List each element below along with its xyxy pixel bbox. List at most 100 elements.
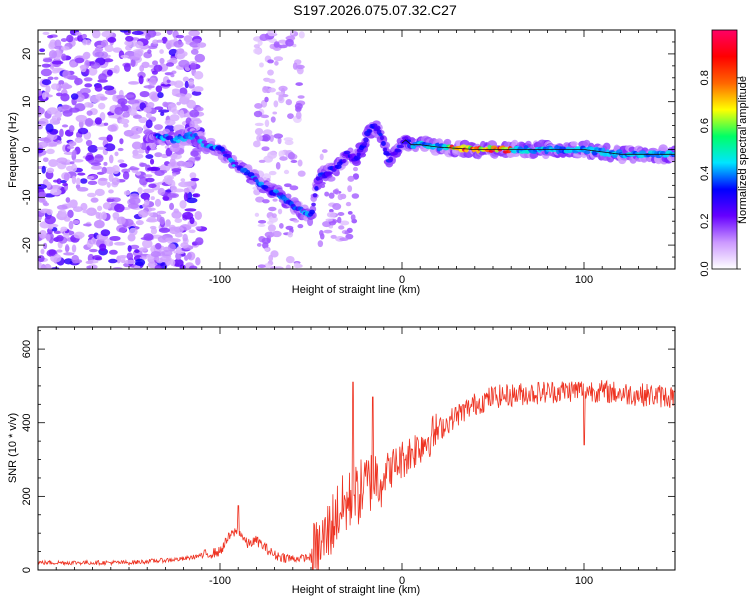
spectrogram-cell — [268, 170, 277, 176]
spectrogram-cell — [125, 35, 134, 42]
colorbar-tick-label: 0.0 — [699, 261, 711, 276]
spectrogram-cell — [272, 230, 282, 238]
spectrogram-cell — [189, 120, 195, 130]
spectrogram-cell — [148, 212, 154, 217]
spectrogram-cell — [186, 251, 196, 261]
spectrogram-cell — [267, 30, 277, 37]
spectrogram-cell — [157, 92, 164, 99]
spectrogram-cell — [104, 44, 114, 53]
spectrogram-cell — [194, 210, 203, 220]
spectrogram-cell — [166, 30, 173, 36]
spectrogram-cell — [253, 44, 260, 49]
spectrogram-cell — [103, 161, 108, 166]
spectrogram-cell — [160, 83, 172, 87]
spectrogram-cell — [190, 62, 197, 71]
spectrogram-cell — [86, 265, 92, 269]
spectrogram-cell — [54, 110, 63, 119]
spectrogram-cell — [290, 159, 298, 163]
spectrogram-cell — [397, 144, 405, 149]
spectrogram-cell — [138, 75, 144, 85]
spectrogram-cell — [254, 122, 264, 127]
spectrogram-cell — [264, 119, 270, 128]
spectrogram-cell — [63, 216, 71, 222]
spectrogram-cell — [128, 81, 140, 85]
spectrogram-cell — [169, 202, 175, 211]
spectrogram-cell — [72, 219, 80, 225]
spectrogram-cell — [38, 118, 49, 126]
spectrogram-cell — [189, 216, 195, 225]
spectrogram-cell — [268, 206, 277, 212]
spectrogram-cell — [253, 47, 262, 55]
spectrogram-cell — [89, 95, 101, 103]
spectrogram-cell — [192, 86, 204, 93]
spectrogram-cell — [309, 209, 315, 215]
snr-frame — [37, 326, 676, 571]
spectrogram-cell — [96, 146, 107, 150]
spectrogram-cell — [60, 93, 70, 102]
spectrogram-cell — [108, 115, 120, 119]
spectrogram-cell — [283, 183, 292, 188]
spectrogram-cell — [293, 262, 300, 269]
spectrogram-cell — [48, 50, 58, 59]
spectrogram-cell — [38, 137, 51, 142]
spectrogram-cell — [56, 249, 63, 253]
spectrogram-cell — [145, 177, 155, 183]
spectrogram-cell — [150, 227, 158, 235]
spectrogram-cell — [69, 107, 80, 113]
spectrogram-cell — [145, 112, 152, 119]
spectrogram-cell — [191, 90, 202, 96]
spectrogram-cell — [63, 258, 74, 265]
spectrogram-cell — [41, 92, 47, 100]
spectrogram-cell — [71, 163, 78, 172]
spectrogram-cell — [144, 199, 150, 206]
spectrogram-cell — [82, 209, 94, 214]
snr-x-tick-label: 0 — [399, 575, 405, 587]
spectrogram-cell — [71, 254, 80, 264]
spectrogram-cell — [165, 62, 175, 67]
spectrogram-cell — [284, 139, 294, 146]
spectrogram-cell — [139, 176, 148, 186]
spectrogram-cell — [153, 64, 163, 72]
spectrogram-cell — [193, 38, 202, 43]
spectrogram-cell — [82, 39, 88, 46]
snr-panel: -100 0 100 0 200 400 600 Height of straight li… — [7, 326, 676, 596]
spectrogram-cell — [145, 154, 154, 159]
spectrogram-cells — [38, 30, 675, 269]
spectrogram-cell — [279, 156, 288, 161]
spectrogram-cell — [89, 248, 98, 253]
spectrogram-cell — [192, 193, 201, 198]
spectrogram-cell — [112, 47, 122, 53]
spectrogram-cell — [41, 165, 46, 174]
spectrogram-cell — [130, 58, 136, 68]
spectrogram-cell — [325, 218, 333, 222]
spectrogram-x-tick-label: -100 — [209, 274, 231, 286]
spectrogram-cell — [405, 139, 412, 143]
spectrogram-cell — [100, 229, 111, 237]
spectrogram-cell — [298, 31, 305, 39]
spectrogram-x-tick-label: 100 — [575, 274, 593, 286]
spectrogram-cell — [104, 143, 116, 152]
spectrogram-cell — [143, 107, 152, 113]
spectrogram-cell — [119, 118, 130, 125]
spectrogram-cell — [170, 73, 175, 78]
spectrogram-cell — [270, 116, 276, 123]
spectrogram-cell — [63, 151, 75, 155]
spectrogram-cell — [165, 40, 173, 50]
spectrogram-cell — [356, 152, 361, 157]
spectrogram-cell — [171, 88, 180, 93]
colorbar-tick-label: 0.8 — [699, 70, 711, 85]
spectrogram-cell — [175, 34, 185, 39]
spectrogram-cell — [71, 175, 77, 185]
spectrogram-cell — [570, 141, 578, 147]
spectrogram-cell — [141, 239, 153, 249]
spectrogram-cell — [164, 178, 173, 185]
spectrogram-cell — [45, 85, 51, 93]
spectrogram-cell — [190, 177, 200, 182]
spectrogram-cell — [195, 237, 204, 246]
spectrogram-cell — [254, 102, 263, 109]
spectrogram-cell — [38, 141, 48, 148]
spectrogram-cell — [86, 110, 93, 116]
spectrogram-cell — [106, 181, 111, 188]
spectrogram-cell — [190, 150, 199, 157]
spectrogram-cell — [106, 198, 115, 203]
